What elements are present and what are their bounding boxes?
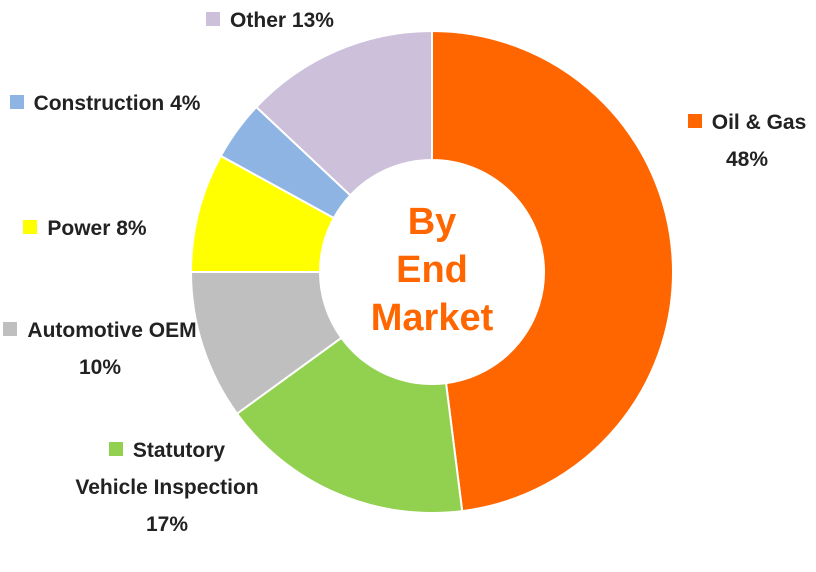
legend-swatch	[9, 95, 24, 109]
center-label: Market	[371, 297, 494, 339]
value-label: 48%	[725, 148, 769, 171]
data-label: Statutory Vehicle Inspection 17%	[72, 432, 262, 543]
value-label: 4%	[170, 92, 201, 115]
legend-swatch	[108, 442, 123, 456]
donut-segment	[235, 336, 464, 514]
legend-swatch	[206, 12, 221, 26]
legend-swatch	[23, 220, 38, 234]
data-label: Construction 4%	[0, 85, 210, 122]
category-label: Construction	[33, 92, 165, 115]
legend-swatch	[687, 114, 702, 128]
data-label: Automotive OEM 10%	[0, 312, 200, 386]
value-label: 13%	[291, 9, 334, 32]
center-label: By	[408, 201, 457, 243]
data-label: Power 8%	[0, 210, 170, 247]
category-label: Automotive OEM	[27, 319, 197, 342]
data-label: Oil & Gas 48%	[672, 104, 816, 178]
value-label: 8%	[116, 217, 147, 240]
category-label: Statutory Vehicle Inspection	[75, 439, 259, 499]
value-label: 17%	[145, 513, 189, 536]
center-label: End	[396, 249, 468, 291]
category-label: Power	[47, 217, 111, 240]
donut-segment	[254, 29, 433, 197]
category-label: Other	[230, 9, 287, 32]
legend-swatch	[3, 322, 18, 336]
data-label: Other 13%	[160, 2, 380, 39]
donut-segment	[431, 29, 674, 513]
category-label: Oil & Gas	[711, 111, 807, 134]
value-label: 10%	[78, 356, 122, 379]
